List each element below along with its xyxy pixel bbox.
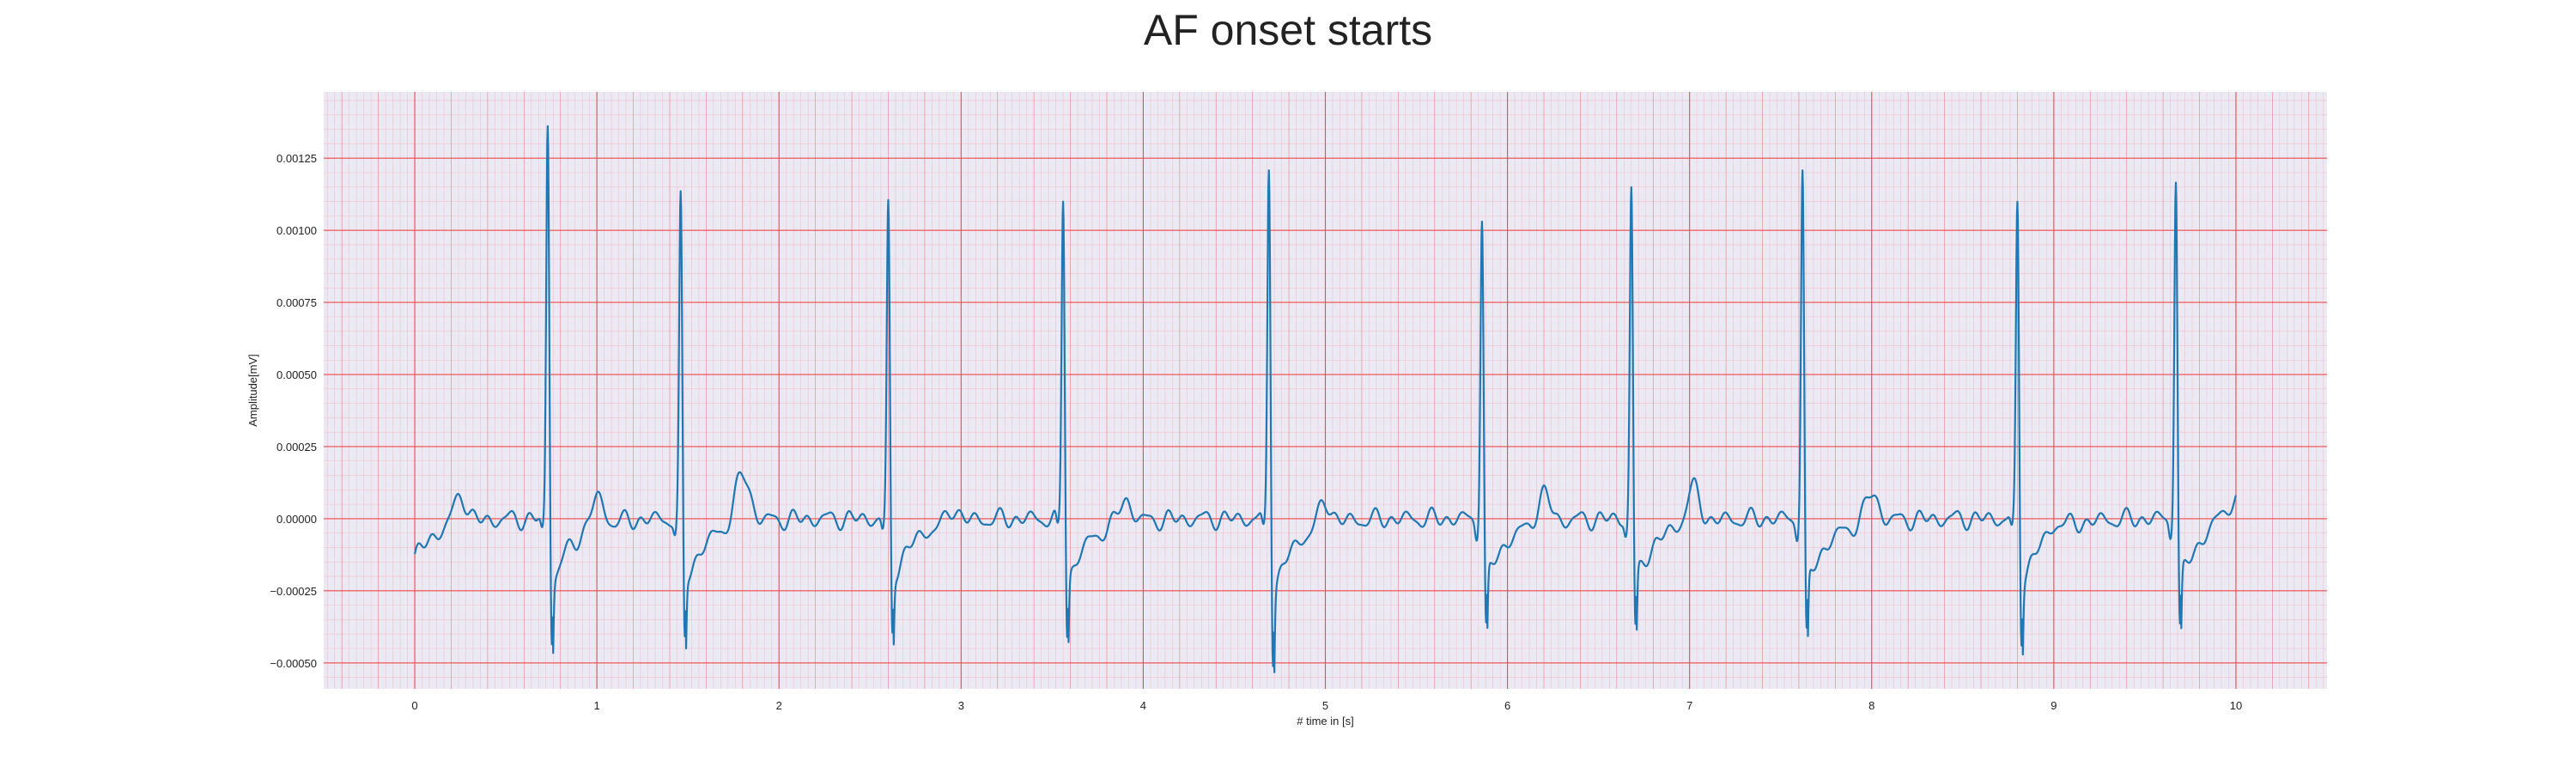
x-tick-label: 3 xyxy=(958,699,964,712)
x-tick-label: 6 xyxy=(1504,699,1510,712)
y-tick-label: 0.00100 xyxy=(276,224,317,237)
x-axis-label: # time in [s] xyxy=(1297,715,1353,727)
x-axis-ticks: 0 1 2 3 4 5 6 7 8 9 10 xyxy=(411,699,2242,712)
x-tick-label: 8 xyxy=(1868,699,1874,712)
y-tick-label: 0.00125 xyxy=(276,152,317,165)
y-tick-label: 0.00050 xyxy=(276,368,317,381)
chart-title: AF onset starts xyxy=(1143,6,1433,54)
y-tick-label: 0.00025 xyxy=(276,441,317,453)
y-tick-label: 0.00000 xyxy=(276,513,317,526)
major-grid xyxy=(324,92,2327,689)
x-tick-label: 9 xyxy=(2050,699,2057,712)
series-layer xyxy=(413,125,2238,673)
x-tick-label: 7 xyxy=(1686,699,1692,712)
x-tick-label: 5 xyxy=(1322,699,1328,712)
x-tick-label: 4 xyxy=(1140,699,1146,712)
y-tick-label: −0.00025 xyxy=(270,585,317,598)
x-tick-label: 10 xyxy=(2230,699,2242,712)
x-tick-label: 2 xyxy=(776,699,782,712)
y-tick-label: 0.00075 xyxy=(276,296,317,309)
ecg-series-line xyxy=(413,125,2238,673)
y-tick-label: −0.00050 xyxy=(270,657,317,670)
x-tick-label: 0 xyxy=(411,699,417,712)
y-axis-label: Amplitude[mV] xyxy=(246,354,259,427)
y-axis-ticks: −0.00050 −0.00025 0.00000 0.00025 0.00050 0.0… xyxy=(270,152,317,670)
x-tick-label: 1 xyxy=(594,699,600,712)
